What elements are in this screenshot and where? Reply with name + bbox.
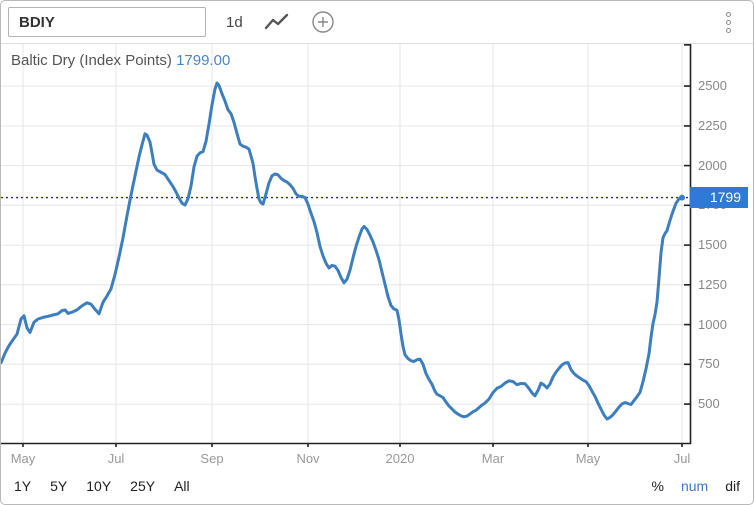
line-chart-icon[interactable] [264, 12, 290, 32]
y-axis-tick-label: 1250 [698, 276, 727, 292]
y-axis-tick-label: 1500 [698, 237, 727, 253]
y-axis-tick-label: 2500 [698, 78, 727, 94]
y-axis-tick-label: 500 [698, 396, 720, 412]
add-series-icon[interactable] [311, 10, 335, 34]
y-axis-tick-label: 750 [698, 356, 720, 372]
range-button-10y[interactable]: 10Y [86, 478, 112, 494]
x-axis-tick-label: Jul [673, 451, 691, 466]
x-axis-tick-label: May [10, 451, 36, 466]
x-axis-tick-label: Sep [200, 451, 224, 466]
current-value-badge: 1799 [690, 187, 748, 209]
range-button-5y[interactable]: 5Y [50, 478, 68, 494]
y-axis-tick-label: 2000 [698, 157, 727, 173]
top-toolbar: 1d [1, 1, 753, 44]
chart-title-text: Baltic Dry (Index Points) [11, 52, 172, 69]
x-axis-tick-label: Mar [481, 451, 505, 466]
bottom-toolbar: 1Y 5Y 10Y 25Y All % num dif [1, 468, 753, 504]
x-axis-tick-label: May [575, 451, 601, 466]
y-axis-tick-label: 1000 [698, 316, 727, 332]
mode-button-num[interactable]: num [680, 478, 709, 494]
symbol-input[interactable] [8, 7, 206, 37]
y-axis-tick-label: 2250 [698, 117, 727, 133]
range-button-1y[interactable]: 1Y [14, 478, 32, 494]
mode-button-dif[interactable]: dif [725, 478, 740, 494]
x-axis-tick-label: Jul [107, 451, 125, 466]
mode-buttons: % num dif [652, 478, 740, 494]
interval-label: 1d [226, 13, 243, 31]
mode-button-percent[interactable]: % [651, 478, 664, 494]
menu-dots-icon[interactable] [722, 8, 735, 37]
chart-title: Baltic Dry (Index Points) 1799.00 [11, 52, 230, 69]
x-axis-tick-label: Nov [296, 451, 320, 466]
range-button-25y[interactable]: 25Y [130, 478, 156, 494]
last-point-marker [679, 194, 685, 201]
chart-region: Baltic Dry (Index Points) 1799.00 1799 5… [1, 44, 753, 468]
range-button-all[interactable]: All [174, 478, 190, 494]
price-line-series [1, 81, 684, 421]
x-axis-tick-label: 2020 [385, 451, 415, 466]
range-buttons: 1Y 5Y 10Y 25Y All [14, 478, 190, 494]
price-chart[interactable] [1, 44, 753, 468]
chart-current-value: 1799.00 [176, 52, 231, 69]
